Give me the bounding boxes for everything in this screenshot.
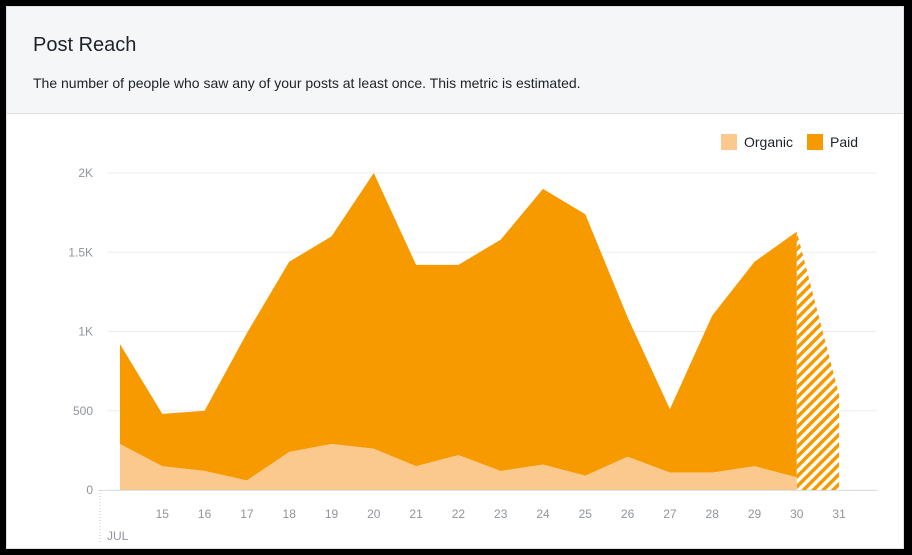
x-tick-label: 18 [283, 507, 297, 521]
legend-swatch-paid [807, 134, 824, 150]
x-tick-label: 21 [409, 507, 423, 521]
card-subtitle: The number of people who saw any of your… [33, 75, 581, 91]
x-tick-label: 19 [325, 507, 339, 521]
x-tick-label: 24 [536, 507, 550, 521]
card-title: Post Reach [33, 34, 137, 56]
x-tick-label: 26 [621, 507, 635, 521]
x-tick-label: 15 [156, 507, 170, 521]
x-tick-label: 30 [790, 507, 804, 521]
series-area-organic [120, 444, 797, 490]
post-reach-card: Post Reach The number of people who saw … [6, 6, 904, 549]
x-tick-label: 23 [494, 507, 508, 521]
x-month-label: JUL [107, 529, 129, 543]
y-tick-label: 2K [78, 166, 93, 180]
y-tick-label: 1.5K [68, 245, 93, 259]
legend-swatch-organic [721, 134, 737, 150]
x-tick-label: 25 [579, 507, 593, 521]
series-area-paid [120, 173, 797, 481]
x-tick-label: 16 [198, 507, 212, 521]
x-tick-label: 17 [240, 507, 254, 521]
estimated-area [796, 231, 840, 490]
y-tick-label: 0 [86, 483, 93, 497]
x-tick-label: 28 [706, 507, 720, 521]
x-tick-label: 22 [452, 507, 466, 521]
x-tick-label: 29 [748, 507, 762, 521]
legend-label-paid: Paid [830, 134, 859, 150]
y-tick-label: 1K [78, 325, 93, 339]
chart-legend: Organic Paid [721, 134, 858, 150]
x-tick-label: 31 [832, 507, 846, 521]
post-reach-chart: 0 500 1K 1.5K 2K 15 16 17 18 19 20 21 22 23 24 25 26 27 28… [68, 166, 877, 543]
x-tick-label: 20 [367, 507, 381, 521]
card-header: Post Reach The number of people who saw … [7, 7, 903, 114]
x-tick-label: 27 [663, 507, 677, 521]
legend-item-organic[interactable]: Organic [721, 134, 793, 150]
legend-label-organic: Organic [744, 134, 794, 150]
y-tick-label: 500 [73, 404, 93, 418]
legend-item-paid[interactable]: Paid [807, 134, 858, 150]
